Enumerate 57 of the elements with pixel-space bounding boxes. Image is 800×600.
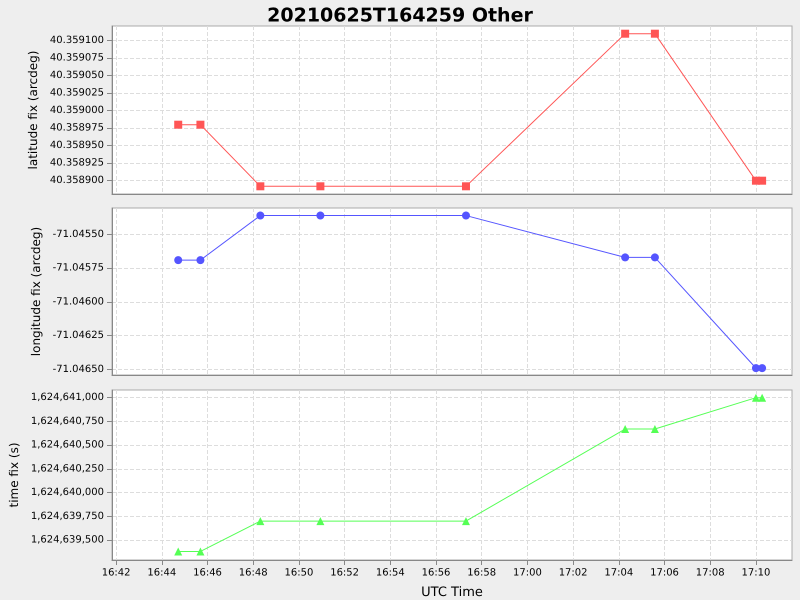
y-axis-title: time fix (s) — [6, 442, 21, 508]
y-tick-label: 1,624,641,000 — [30, 392, 104, 404]
y-tick-label: -71.04600 — [52, 296, 104, 308]
y-tick-label: 40.358900 — [50, 175, 104, 186]
point — [196, 256, 204, 264]
point — [256, 182, 264, 190]
point — [462, 182, 470, 190]
x-tick-label: 17:00 — [512, 568, 542, 578]
y-axis-title: latitude fix (arcdeg) — [26, 50, 40, 170]
y-tick-label: 40.358950 — [50, 140, 104, 152]
y-tick-label: 40.359000 — [50, 105, 104, 116]
point — [316, 182, 324, 190]
y-tick-label: 40.359100 — [50, 35, 104, 46]
y-tick-label: 1,624,640,500 — [30, 440, 104, 451]
x-axis-title: UTC Time — [421, 585, 483, 600]
x-tick-label: 17:04 — [604, 568, 634, 578]
chart-title: 20210625T164259 Other — [267, 4, 534, 26]
x-tick-label: 16:52 — [330, 568, 360, 578]
x-tick-label: 16:44 — [147, 568, 176, 578]
x-tick-label: 16:48 — [238, 568, 268, 578]
y-tick-label: -71.04575 — [52, 262, 104, 274]
x-tick-label: 16:56 — [422, 568, 450, 578]
point — [462, 212, 470, 220]
y-tick-label: 1,624,640,000 — [30, 487, 104, 498]
y-tick-label: 40.359075 — [50, 52, 104, 64]
point — [650, 30, 659, 38]
point — [650, 253, 659, 262]
y-tick-label: 40.359050 — [50, 70, 104, 82]
x-tick-label: 16:46 — [193, 568, 222, 578]
x-tick-label: 17:02 — [558, 568, 588, 578]
x-tick-label: 17:08 — [696, 568, 725, 578]
y-tick-label: 40.359025 — [50, 88, 104, 99]
point — [758, 364, 766, 372]
point — [174, 256, 182, 264]
x-tick-label: 17:10 — [741, 568, 770, 578]
point — [758, 176, 766, 185]
x-tick-label: 17:06 — [650, 568, 679, 578]
point — [621, 253, 630, 262]
y-tick-label: 1,624,639,750 — [30, 510, 104, 522]
point — [196, 120, 204, 129]
y-tick-label: -71.04650 — [52, 364, 104, 375]
y-tick-label: 40.358925 — [50, 158, 104, 169]
y-axis-title: longitude fix (arcdeg) — [28, 226, 43, 356]
x-tick-label: 16:54 — [376, 568, 405, 578]
y-tick-label: 1,624,640,250 — [30, 463, 104, 474]
y-tick-label: -71.04550 — [52, 228, 104, 240]
y-tick-label: 1,624,639,500 — [30, 534, 104, 546]
x-tick-label: 16:58 — [467, 568, 496, 578]
point — [621, 30, 630, 38]
point — [174, 120, 182, 129]
x-tick-label: 16:50 — [284, 568, 314, 578]
point — [316, 212, 324, 220]
y-tick-label: 1,624,640,750 — [30, 416, 104, 427]
point — [256, 212, 264, 220]
x-tick-label: 16:42 — [102, 568, 131, 578]
y-tick-label: -71.04625 — [52, 330, 104, 342]
y-tick-label: 40.358975 — [50, 122, 104, 134]
